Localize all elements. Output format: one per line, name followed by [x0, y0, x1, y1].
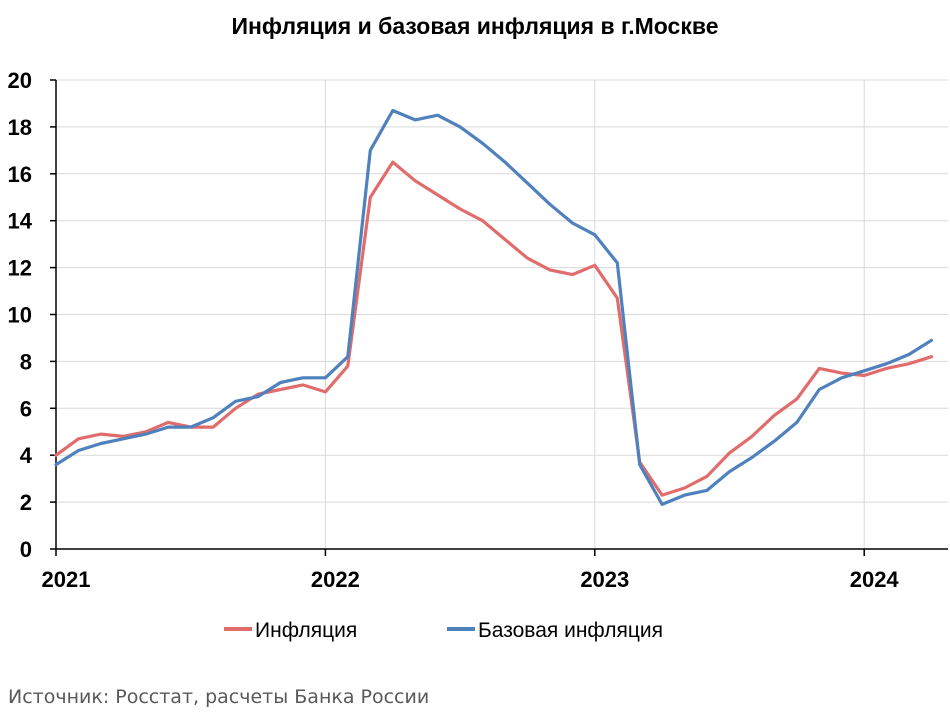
y-tick-label: 18 [8, 115, 32, 140]
source-note: Источник: Росстат, расчеты Банка России [8, 686, 429, 708]
axes [50, 79, 948, 556]
x-tick-label: 2023 [580, 567, 629, 592]
legend-label: Инфляция [255, 619, 357, 642]
y-tick-label: 10 [8, 303, 32, 328]
grid-lines [56, 79, 948, 549]
x-tick-label: 2024 [850, 567, 900, 592]
series-line-1 [54, 160, 934, 497]
y-tick-label: 12 [8, 256, 32, 281]
x-tick-labels: 2021 2022 2023 2024 [42, 567, 900, 592]
legend-label: Базовая инфляция [478, 619, 663, 642]
legend: Инфляция Базовая инфляция [224, 619, 663, 642]
y-tick-label: 8 [20, 349, 32, 374]
y-tick-label: 2 [20, 490, 32, 515]
series-lines [54, 108, 934, 506]
x-tick-label: 2021 [42, 567, 91, 592]
x-tick-label: 2022 [311, 567, 360, 592]
y-tick-label: 14 [8, 209, 33, 234]
y-tick-label: 16 [8, 162, 32, 187]
chart-title: Инфляция и базовая инфляция в г.Москве [232, 13, 719, 39]
y-tick-labels: 0 2 4 6 8 10 12 14 16 18 20 [8, 68, 33, 562]
y-tick-label: 6 [20, 396, 32, 421]
y-tick-label: 0 [20, 537, 32, 562]
series-line-2 [54, 108, 934, 506]
y-tick-label: 4 [20, 443, 33, 468]
y-tick-label: 20 [8, 68, 32, 93]
